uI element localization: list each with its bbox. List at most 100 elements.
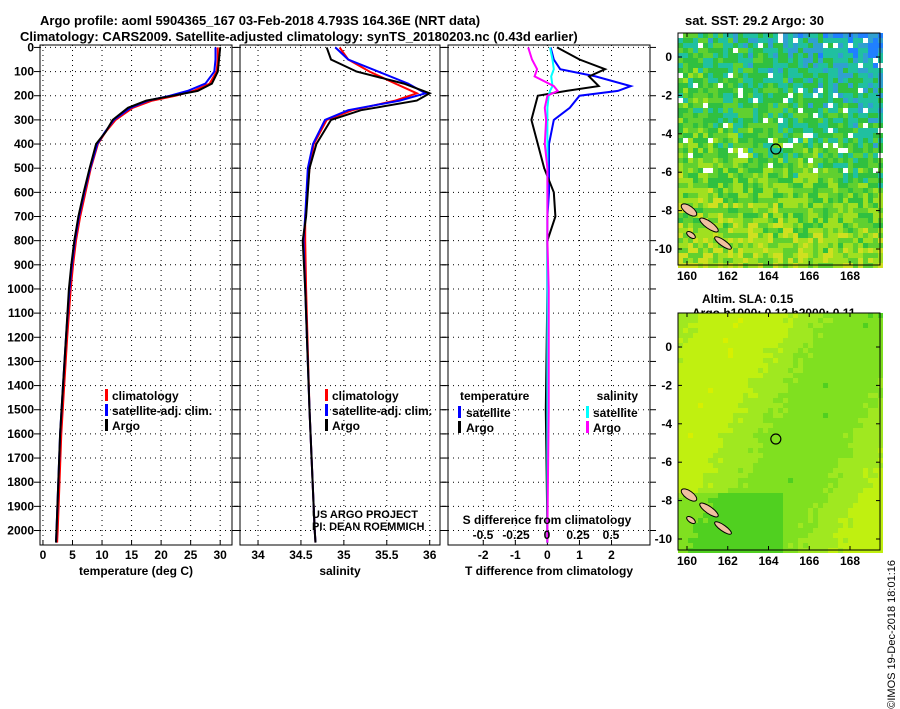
map-cell [838, 438, 843, 443]
map-cell [753, 528, 758, 533]
map-cell [753, 93, 758, 98]
map-cell [778, 48, 783, 53]
profile-panel-3 [442, 44, 656, 546]
map-cell [763, 173, 768, 178]
map-cell [763, 103, 768, 108]
map-cell [703, 153, 708, 158]
map-cell [808, 48, 813, 53]
map-cell [773, 388, 778, 393]
map-cell [753, 353, 758, 358]
map-cell [798, 493, 803, 498]
map-y-tick-label: -6 [661, 165, 672, 179]
map-cell [828, 138, 833, 143]
map-cell [683, 423, 688, 428]
map-cell [758, 513, 763, 518]
map-cell [873, 398, 878, 403]
map-cell [698, 438, 703, 443]
map-cell [733, 208, 738, 213]
map-cell [843, 173, 848, 178]
map-cell [723, 83, 728, 88]
legend-swatch [586, 406, 589, 418]
map-cell [728, 328, 733, 333]
map-cell [858, 213, 863, 218]
map-cell [768, 328, 773, 333]
map-cell [823, 498, 828, 503]
map-cell [823, 463, 828, 468]
map-cell [873, 403, 878, 408]
map-cell [768, 518, 773, 523]
map-cell [793, 398, 798, 403]
map-cell [738, 488, 743, 493]
map-cell [713, 378, 718, 383]
map-cell [818, 318, 823, 323]
map-cell [773, 58, 778, 63]
map-cell [873, 323, 878, 328]
map-cell [788, 433, 793, 438]
map-cell [753, 393, 758, 398]
map-cell [798, 383, 803, 388]
map-cell [698, 448, 703, 453]
map-cell [873, 373, 878, 378]
map-cell [828, 218, 833, 223]
map-cell [743, 328, 748, 333]
map-cell [708, 533, 713, 538]
map-cell [778, 243, 783, 248]
map-cell [803, 223, 808, 228]
map-cell [848, 503, 853, 508]
map-cell [733, 48, 738, 53]
map-cell [763, 473, 768, 478]
map-cell [803, 178, 808, 183]
map-cell [713, 103, 718, 108]
map-cell [733, 438, 738, 443]
map-cell [738, 388, 743, 393]
map-cell [753, 448, 758, 453]
map-cell [868, 313, 873, 318]
map-cell [788, 518, 793, 523]
map-cell [678, 378, 683, 383]
map-cell [783, 138, 788, 143]
map-cell [863, 418, 868, 423]
map-cell [698, 353, 703, 358]
map-cell [738, 218, 743, 223]
map-cell [723, 163, 728, 168]
map-cell [843, 53, 848, 58]
map-cell [683, 138, 688, 143]
map-cell [808, 193, 813, 198]
map-cell [818, 73, 823, 78]
map-cell [688, 443, 693, 448]
map-cell [838, 43, 843, 48]
map-cell [853, 518, 858, 523]
map-cell [738, 398, 743, 403]
map-cell [808, 498, 813, 503]
map-cell [828, 153, 833, 158]
map-cell [863, 333, 868, 338]
map-cell [788, 258, 793, 263]
map-y-tick-label: -2 [661, 378, 672, 392]
map-cell [843, 123, 848, 128]
map-cell [698, 543, 703, 548]
map-cell [813, 383, 818, 388]
map-cell [823, 413, 828, 418]
map-cell [848, 108, 853, 113]
map-cell [718, 498, 723, 503]
map-cell [693, 143, 698, 148]
map-cell [748, 163, 753, 168]
map-cell [728, 188, 733, 193]
map-cell [703, 373, 708, 378]
map-cell [693, 178, 698, 183]
map-cell [858, 348, 863, 353]
map-cell [723, 33, 728, 38]
map-cell [713, 363, 718, 368]
map-cell [793, 518, 798, 523]
map-cell [728, 523, 733, 528]
map-cell [678, 458, 683, 463]
map-cell [763, 318, 768, 323]
map-cell [873, 173, 878, 178]
map-cell [793, 38, 798, 43]
map-cell [693, 313, 698, 318]
map-cell [868, 258, 873, 263]
map-cell [718, 403, 723, 408]
map-cell [793, 98, 798, 103]
map-cell [758, 223, 763, 228]
map-cell [833, 158, 838, 163]
